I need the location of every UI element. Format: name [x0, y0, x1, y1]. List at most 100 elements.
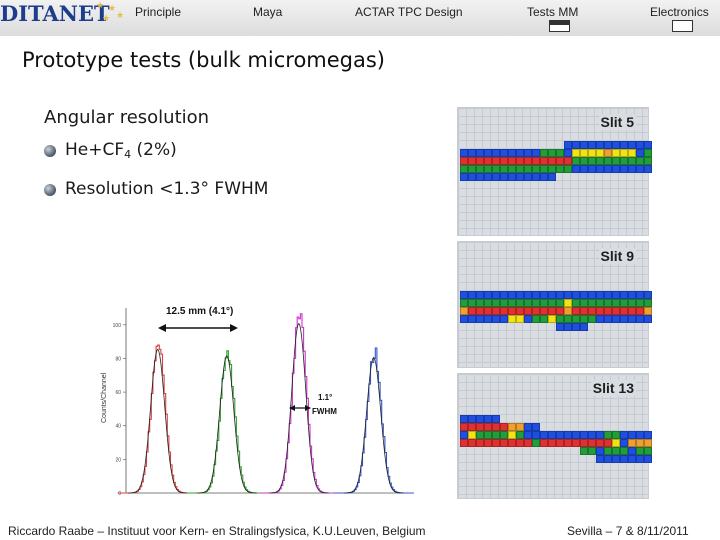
pad-hit [564, 323, 572, 331]
pad-empty [628, 323, 636, 331]
pad-hit [588, 439, 596, 447]
pad-hit [540, 307, 548, 315]
pad-empty [588, 323, 596, 331]
pad-hit [524, 173, 532, 181]
pad-empty [564, 407, 572, 415]
pad-hit [484, 431, 492, 439]
pad-empty [612, 173, 620, 181]
pad-hit [468, 299, 476, 307]
pad-empty [556, 173, 564, 181]
pad-hit [588, 157, 596, 165]
pad-hit [492, 291, 500, 299]
pad-hit [468, 307, 476, 315]
pad-empty [644, 407, 652, 415]
pad-hit [564, 315, 572, 323]
pad-empty [556, 415, 564, 423]
pad-hit [564, 439, 572, 447]
pad-hit [500, 315, 508, 323]
pad-empty [588, 415, 596, 423]
pad-hit [588, 165, 596, 173]
pad-hit [468, 431, 476, 439]
pad-hit [532, 157, 540, 165]
pad-hit [460, 315, 468, 323]
pad-hit [620, 149, 628, 157]
pad-hit [476, 299, 484, 307]
pad-hit [556, 299, 564, 307]
peak-magenta-gaussian-fit [268, 322, 329, 494]
pad-hit [580, 315, 588, 323]
pad-hit [596, 141, 604, 149]
pad-hit [556, 431, 564, 439]
pad-empty [628, 173, 636, 181]
pad-hit [500, 149, 508, 157]
pad-empty [524, 323, 532, 331]
ditanet-logo[interactable]: DITANET ★ ★ ★ ★ [0, 0, 126, 26]
peak-green-histogram [186, 350, 267, 494]
pad-empty [460, 323, 468, 331]
pad-empty [628, 423, 636, 431]
gas-fraction: (2%) [131, 140, 177, 160]
pad-hit [540, 299, 548, 307]
pad-hit [516, 307, 524, 315]
pad-empty [460, 141, 468, 149]
nav-progress-tests-mm[interactable] [549, 20, 570, 32]
nav-principle[interactable]: Principle [135, 5, 182, 19]
pad-hit [636, 165, 644, 173]
pad-hit [564, 307, 572, 315]
pad-empty [564, 423, 572, 431]
y-ticks: 0 20 40 60 80 100 [113, 323, 126, 497]
pad-hit [508, 307, 516, 315]
pad-empty [604, 415, 612, 423]
pad-hit [460, 431, 468, 439]
nav-actar-tpc-design[interactable]: ACTAR TPC Design [355, 5, 463, 19]
pad-hit [460, 423, 468, 431]
pad-hit [508, 315, 516, 323]
pad-hit [460, 299, 468, 307]
pad-empty [532, 323, 540, 331]
pad-hit [460, 415, 468, 423]
nav-tests-mm[interactable]: Tests MM [527, 5, 579, 19]
pad-empty [588, 423, 596, 431]
nav-electronics[interactable]: Electronics [650, 5, 709, 19]
pad-hit [516, 291, 524, 299]
pad-hit [644, 431, 652, 439]
slit-13-panel: Slit 13 [457, 373, 652, 499]
y-tick-label: 0 [118, 491, 121, 497]
pad-hit [532, 291, 540, 299]
pad-hit [620, 439, 628, 447]
pad-hit [596, 299, 604, 307]
pad-hit [580, 157, 588, 165]
pad-hit [564, 149, 572, 157]
pad-hit [476, 291, 484, 299]
pad-hit [628, 291, 636, 299]
pad-hit [604, 447, 612, 455]
pad-hit [628, 447, 636, 455]
pad-empty [564, 447, 572, 455]
peak-red-histogram [117, 344, 198, 494]
pad-empty [548, 407, 556, 415]
nav-maya[interactable]: Maya [253, 5, 283, 19]
hit-row [460, 447, 652, 455]
y-tick-label: 40 [115, 424, 121, 430]
pad-empty [556, 455, 564, 463]
pad-hit [580, 165, 588, 173]
pad-hit [620, 165, 628, 173]
footer-venue-date: Sevilla – 7 & 8/11/2011 [567, 524, 689, 538]
pad-hit [572, 323, 580, 331]
nav-progress-electronics[interactable] [672, 20, 693, 32]
y-tick-label: 100 [113, 323, 122, 329]
pad-hit [612, 431, 620, 439]
pad-hit [524, 431, 532, 439]
logo-star-icon: ★ [108, 4, 117, 14]
pad-empty [532, 141, 540, 149]
pad-hit [580, 431, 588, 439]
pad-hit [604, 165, 612, 173]
pad-hit [596, 439, 604, 447]
pad-hit [636, 439, 644, 447]
pad-empty [548, 447, 556, 455]
hit-row [460, 431, 652, 439]
pad-empty [492, 407, 500, 415]
fwhm-arrowhead-left [289, 405, 295, 411]
fwhm-label: FWHM [312, 407, 337, 416]
pad-hit [604, 431, 612, 439]
